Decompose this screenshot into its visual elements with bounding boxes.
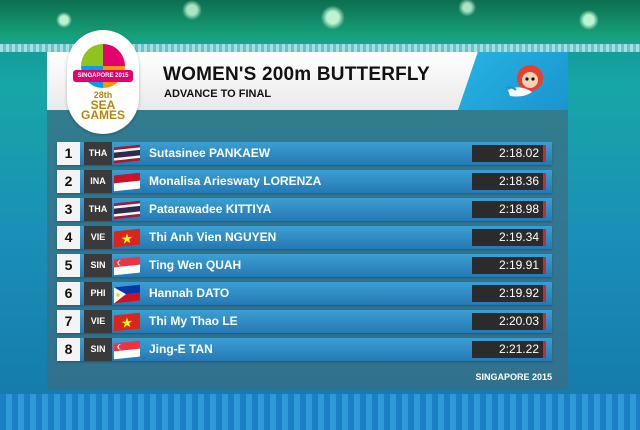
country-code: THA — [84, 198, 112, 221]
result-time: 2:18.98 — [472, 201, 546, 218]
country-code: PHI — [84, 282, 112, 305]
result-row: 4 VIE Thi Anh Vien NGUYEN 2:19.34 — [57, 226, 552, 249]
position-label: 6 — [57, 282, 80, 305]
result-time: 2:19.92 — [472, 285, 546, 302]
result-row: 2 INA Monalisa Arieswaty LORENZA 2:18.36 — [57, 170, 552, 193]
logo-games-text: 28th SEA GAMES — [67, 90, 139, 122]
background-stands — [0, 44, 640, 52]
position-label: 7 — [57, 310, 80, 333]
position-label: 8 — [57, 338, 80, 361]
result-row: 3 THA Patarawadee KITTIYA 2:18.98 — [57, 198, 552, 221]
background-pool-wall — [0, 394, 640, 430]
country-code: SIN — [84, 338, 112, 361]
result-time: 2:20.03 — [472, 313, 546, 330]
result-row: 7 VIE Thi My Thao LE 2:20.03 — [57, 310, 552, 333]
mascot-icon — [505, 65, 543, 97]
position-label: 5 — [57, 254, 80, 277]
result-time: 2:21.22 — [472, 341, 546, 358]
vietnam-flag-icon — [114, 228, 140, 248]
vietnam-flag-icon — [114, 312, 140, 332]
country-code: THA — [84, 142, 112, 165]
result-time: 2:18.02 — [472, 145, 546, 162]
athlete-name: Monalisa Arieswaty LORENZA — [149, 174, 322, 188]
athlete-name: Patarawadee KITTIYA — [149, 202, 272, 216]
event-subtitle: ADVANCE TO FINAL — [164, 88, 272, 100]
position-label: 2 — [57, 170, 80, 193]
result-row: 6 PHI Hannah DATO 2:19.92 — [57, 282, 552, 305]
result-row: 1 THA Sutasinee PANKAEW 2:18.02 — [57, 142, 552, 165]
position-label: 1 — [57, 142, 80, 165]
sea-games-logo: SINGAPORE 2015 28th SEA GAMES — [67, 30, 139, 134]
singapore-flag-icon — [114, 256, 140, 276]
logo-games-line1: 28th — [93, 90, 113, 100]
footer-label: SINGAPORE 2015 — [475, 372, 552, 382]
athlete-name: Thi My Thao LE — [149, 314, 238, 328]
logo-games-line2: SEA — [90, 98, 116, 112]
singapore-flag-icon — [114, 340, 140, 360]
thailand-flag-icon — [114, 144, 140, 164]
result-row: 5 SIN Ting Wen QUAH 2:19.91 — [57, 254, 552, 277]
country-code: VIE — [84, 310, 112, 333]
header-accent — [458, 52, 568, 110]
result-time: 2:19.34 — [472, 229, 546, 246]
position-label: 3 — [57, 198, 80, 221]
philippines-flag-icon — [114, 284, 140, 304]
result-row: 8 SIN Jing-E TAN 2:21.22 — [57, 338, 552, 361]
logo-games-line3: GAMES — [80, 108, 125, 122]
country-code: SIN — [84, 254, 112, 277]
country-code: INA — [84, 170, 112, 193]
thailand-flag-icon — [114, 200, 140, 220]
result-time: 2:18.36 — [472, 173, 546, 190]
athlete-name: Sutasinee PANKAEW — [149, 146, 271, 160]
athlete-name: Ting Wen QUAH — [149, 258, 242, 272]
athlete-name: Hannah DATO — [149, 286, 230, 300]
athlete-name: Thi Anh Vien NGUYEN — [149, 230, 277, 244]
results-list: 1 THA Sutasinee PANKAEW 2:18.02 2 INA Mo… — [57, 142, 552, 366]
logo-ribbon: SINGAPORE 2015 — [73, 70, 133, 82]
event-title: WOMEN'S 200m BUTTERFLY — [163, 64, 430, 85]
country-code: VIE — [84, 226, 112, 249]
indonesia-flag-icon — [114, 172, 140, 192]
position-label: 4 — [57, 226, 80, 249]
result-time: 2:19.91 — [472, 257, 546, 274]
results-panel: SINGAPORE 2015 28th SEA GAMES WOMEN'S 20… — [47, 30, 568, 390]
athlete-name: Jing-E TAN — [149, 342, 213, 356]
